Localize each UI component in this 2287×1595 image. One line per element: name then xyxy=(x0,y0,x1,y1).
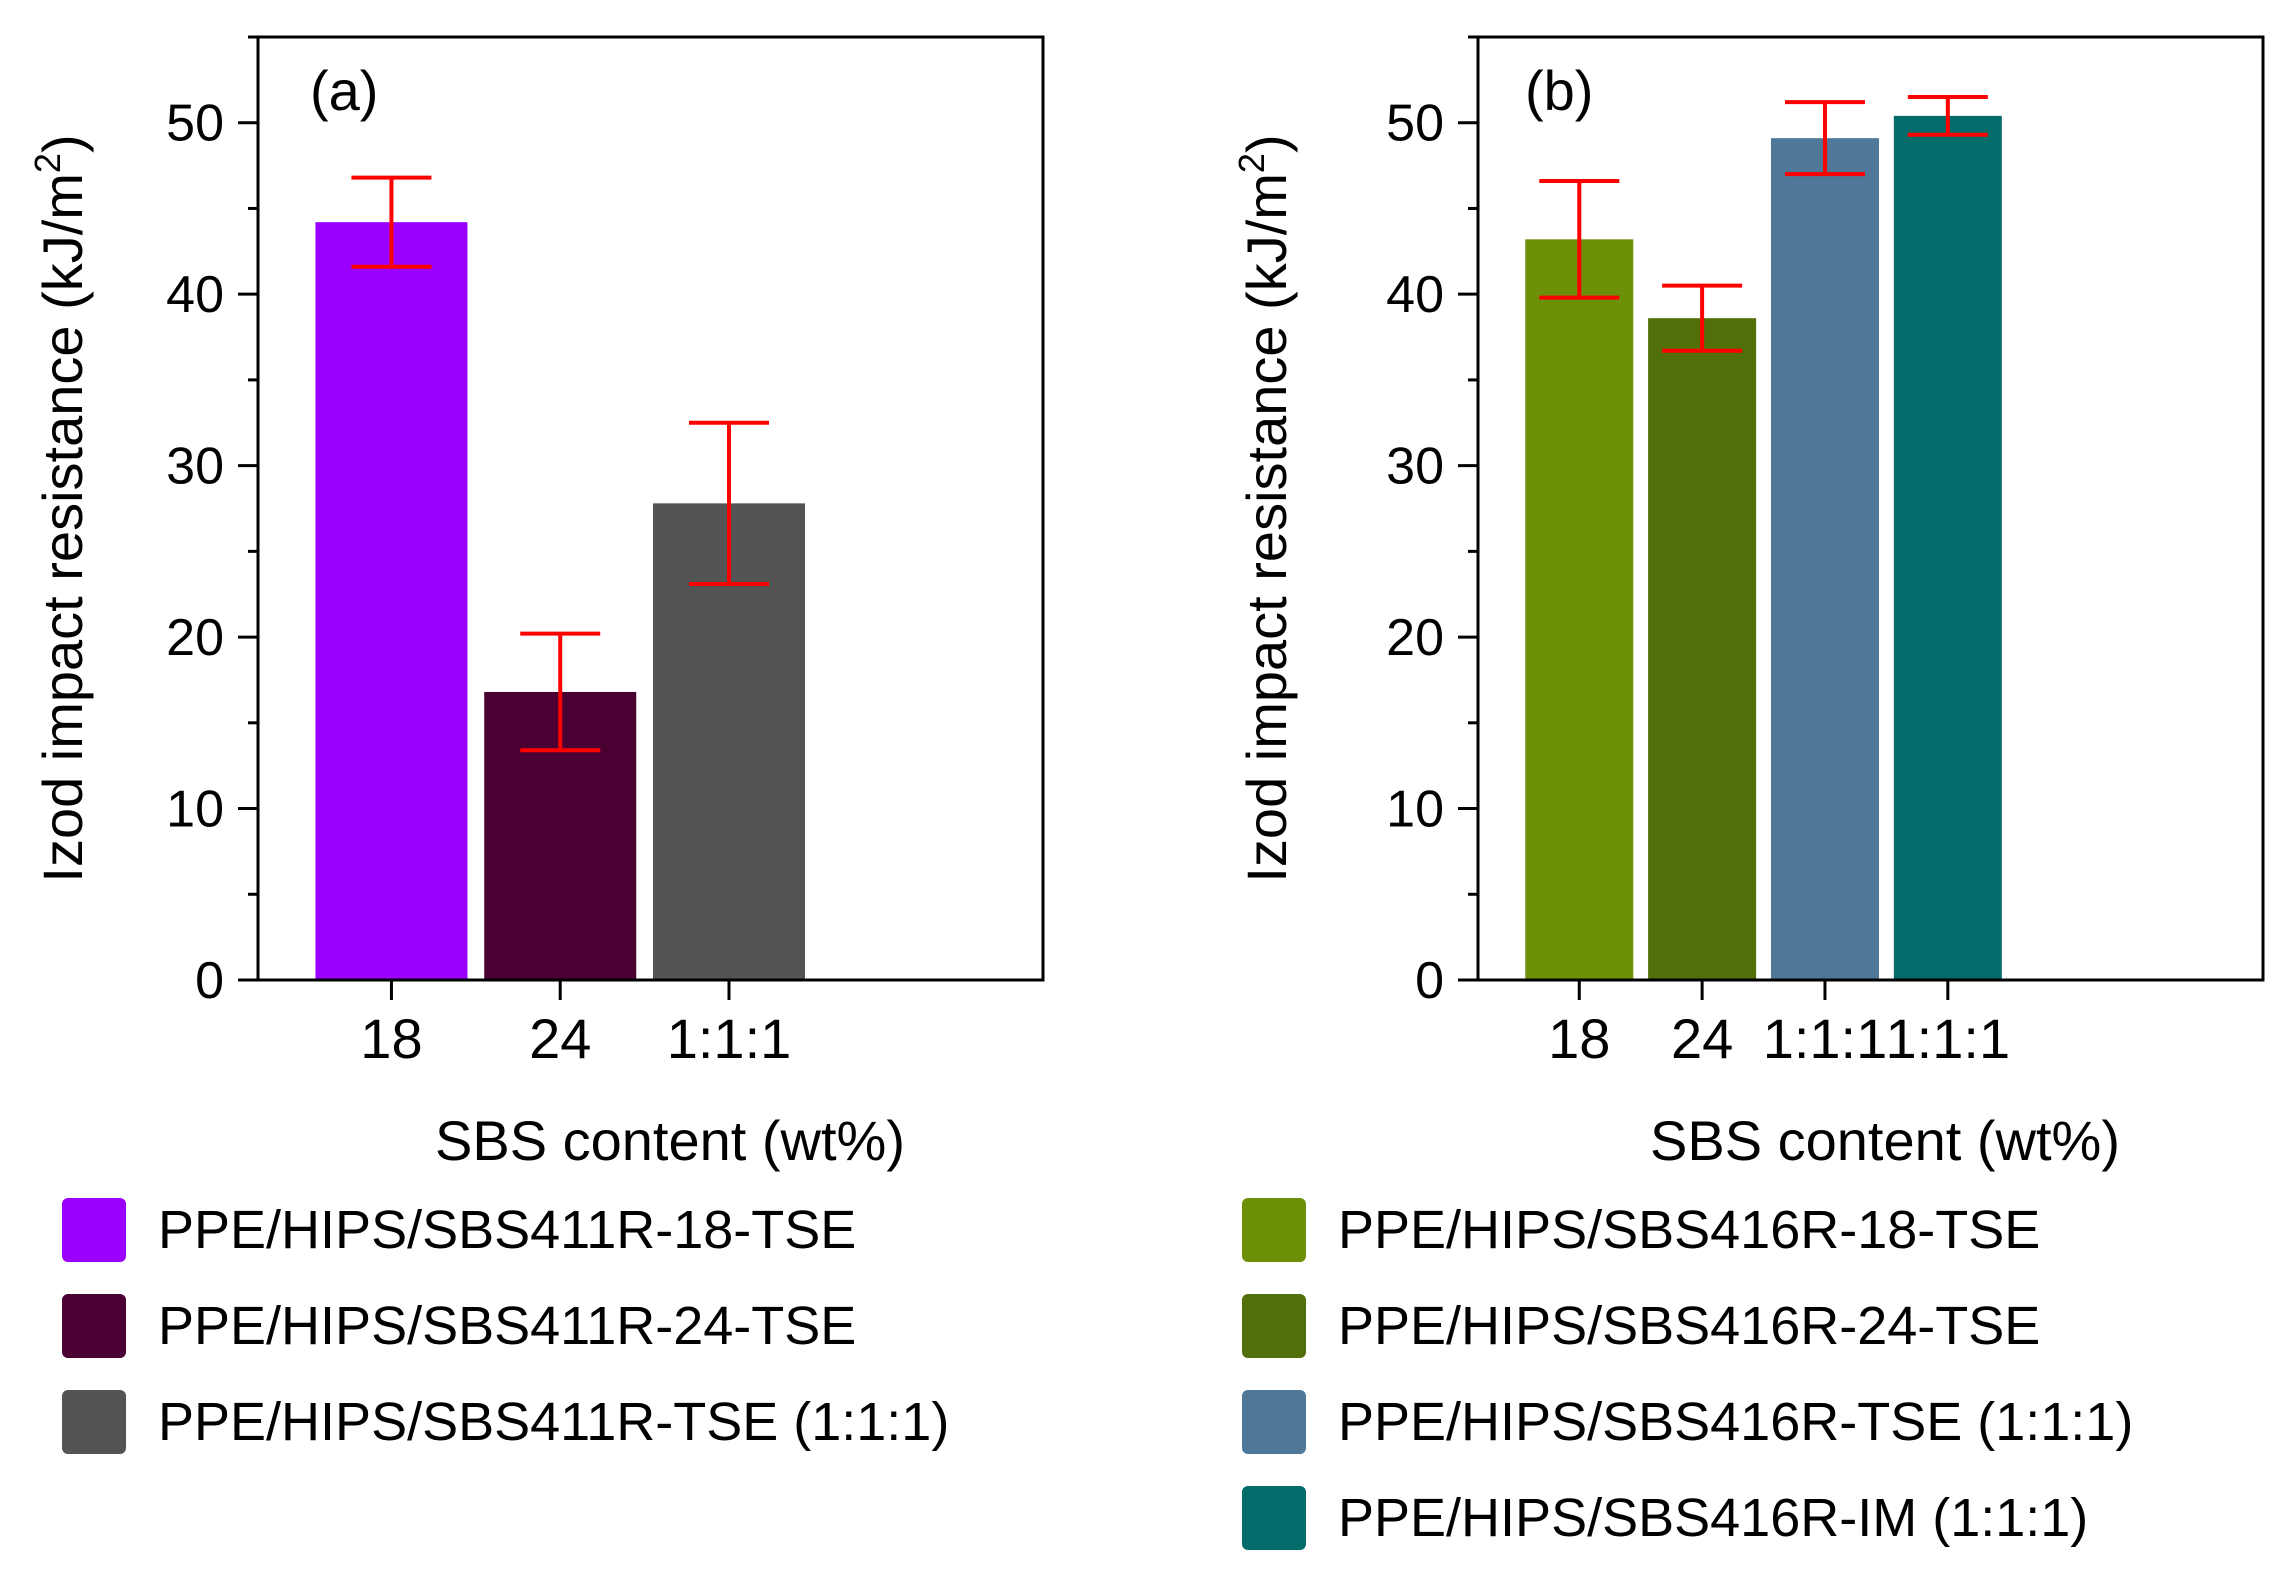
plot-frame xyxy=(256,35,1045,982)
error-bar xyxy=(1784,100,1865,177)
x-axis-label: SBS content (wt%) xyxy=(435,1109,905,1172)
y-axis-label-close: ) xyxy=(1235,134,1298,153)
y-tick-label: 40 xyxy=(1386,266,1444,324)
legend-item: PPE/HIPS/SBS411R-TSE (1:1:1) xyxy=(62,1390,949,1454)
x-tick-label: 24 xyxy=(529,1007,591,1070)
y-axis-label-main: Izod impact resistance (kJ/m xyxy=(31,173,94,883)
legend-label: PPE/HIPS/SBS411R-24-TSE xyxy=(158,1296,856,1356)
y-axis-label-close: ) xyxy=(31,134,94,153)
legend: PPE/HIPS/SBS411R-18-TSE PPE/HIPS/SBS411R-… xyxy=(62,1198,949,1454)
y-tick-label: 0 xyxy=(1415,952,1444,1010)
legend-item: PPE/HIPS/SBS411R-24-TSE xyxy=(62,1294,856,1358)
y-axis-label: Izod impact resistance (kJ/m2) xyxy=(1231,134,1298,882)
legend-swatch xyxy=(1242,1198,1306,1262)
error-bar xyxy=(689,420,769,586)
y-axis-label: Izod impact resistance (kJ/m2) xyxy=(27,134,94,882)
legend-label: PPE/HIPS/SBS411R-18-TSE xyxy=(158,1200,856,1260)
chart-panel-a: 0 10 20 30 40 50 18 24 1:1:1 (a) SBS content (wt%)… xyxy=(27,35,1045,1454)
y-tick-label: 10 xyxy=(166,781,224,839)
y-tick-label: 50 xyxy=(1386,95,1444,153)
legend-label: PPE/HIPS/SBS416R-24-TSE xyxy=(1338,1296,2040,1356)
legend-swatch xyxy=(62,1390,126,1454)
y-tick-label: 40 xyxy=(166,266,224,324)
legend-swatch xyxy=(1242,1294,1306,1358)
y-tick-label: 30 xyxy=(166,438,224,496)
y-tick-label: 10 xyxy=(1386,781,1444,839)
error-bar xyxy=(351,175,432,269)
bar xyxy=(1893,115,2002,981)
bar xyxy=(1648,318,1757,981)
legend-item: PPE/HIPS/SBS416R-24-TSE xyxy=(1242,1294,2040,1358)
legend-label: PPE/HIPS/SBS416R-IM (1:1:1) xyxy=(1338,1488,2088,1548)
y-axis-label-superscript: 2 xyxy=(1231,153,1272,173)
y-tick-label: 20 xyxy=(166,609,224,667)
legend-item: PPE/HIPS/SBS416R-18-TSE xyxy=(1242,1198,2040,1262)
x-tick-label: 24 xyxy=(1671,1007,1733,1070)
y-axis-label-main: Izod impact resistance (kJ/m xyxy=(1235,173,1298,883)
legend-item: PPE/HIPS/SBS411R-18-TSE xyxy=(62,1198,856,1262)
panel-label: (b) xyxy=(1525,59,1593,122)
legend: PPE/HIPS/SBS416R-18-TSE PPE/HIPS/SBS416R-… xyxy=(1242,1198,2133,1550)
chart-panel-b: 0 10 20 30 40 50 18 24 1:1:11:1:1 (b) SBS content … xyxy=(1231,35,2265,1550)
x-tick-label: 1:1:1 xyxy=(1886,1007,2011,1070)
x-tick-label: 1:1:1 xyxy=(667,1007,792,1070)
legend-item: PPE/HIPS/SBS416R-TSE (1:1:1) xyxy=(1242,1390,2133,1454)
y-tick-label: 30 xyxy=(1386,438,1444,496)
error-bar xyxy=(1907,95,1988,137)
x-tick-label: 1:1:1 xyxy=(1763,1007,1888,1070)
legend-label: PPE/HIPS/SBS416R-TSE (1:1:1) xyxy=(1338,1392,2133,1452)
legend-swatch xyxy=(62,1294,126,1358)
x-tick-label: 18 xyxy=(360,1007,422,1070)
error-bar xyxy=(1662,283,1743,353)
bar xyxy=(1525,239,1634,981)
legend-swatch xyxy=(1242,1486,1306,1550)
panel-label: (a) xyxy=(310,59,378,122)
plot-frame xyxy=(1476,35,2265,982)
legend-label: PPE/HIPS/SBS416R-18-TSE xyxy=(1338,1200,2040,1260)
legend-swatch xyxy=(62,1198,126,1262)
legend-item: PPE/HIPS/SBS416R-IM (1:1:1) xyxy=(1242,1486,2088,1550)
bar xyxy=(1770,138,1879,980)
bar xyxy=(315,222,468,981)
error-bar xyxy=(1539,179,1620,300)
y-tick-label: 50 xyxy=(166,95,224,153)
y-tick-label: 0 xyxy=(195,952,224,1010)
legend-label: PPE/HIPS/SBS411R-TSE (1:1:1) xyxy=(158,1392,949,1452)
error-bar xyxy=(520,631,601,753)
y-tick-label: 20 xyxy=(1386,609,1444,667)
legend-swatch xyxy=(1242,1390,1306,1454)
y-axis-label-superscript: 2 xyxy=(27,153,68,173)
x-axis-label: SBS content (wt%) xyxy=(1650,1109,2120,1172)
x-tick-label: 18 xyxy=(1548,1007,1610,1070)
